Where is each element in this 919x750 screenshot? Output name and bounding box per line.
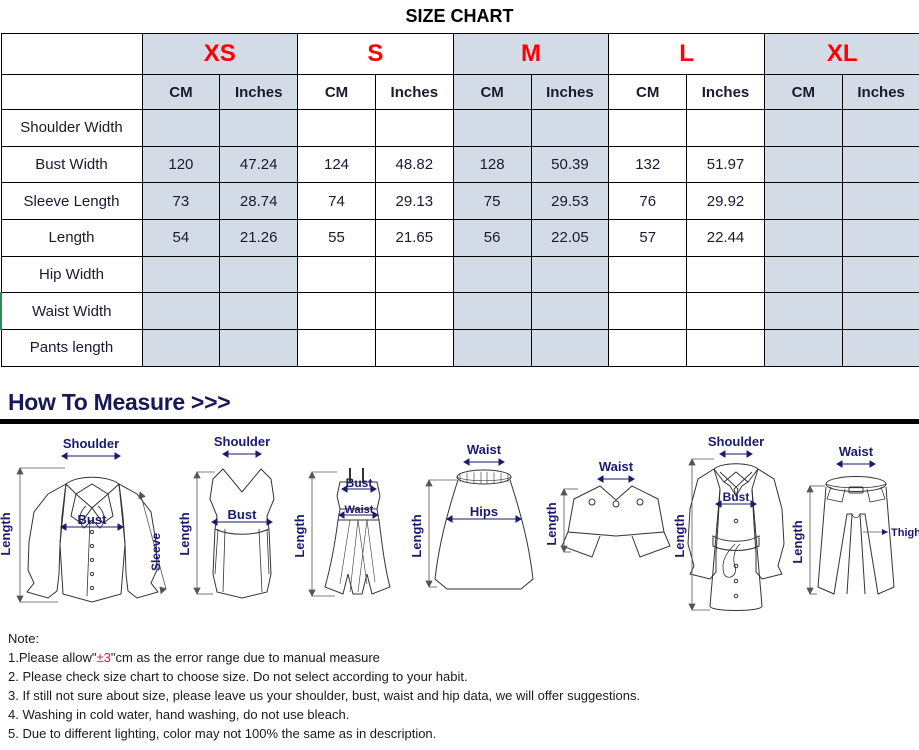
svg-text:Length: Length	[790, 520, 805, 563]
svg-text:Waist: Waist	[345, 504, 374, 516]
svg-text:Bust: Bust	[228, 507, 258, 522]
svg-text:Shoulder: Shoulder	[708, 434, 764, 449]
svg-text:Waist: Waist	[839, 444, 874, 459]
svg-text:Bust: Bust	[723, 490, 750, 504]
svg-text:Length: Length	[672, 514, 687, 557]
svg-text:Hips: Hips	[470, 504, 498, 519]
svg-text:Shoulder: Shoulder	[214, 434, 270, 449]
svg-text:Thigh: Thigh	[891, 527, 919, 539]
svg-text:Length: Length	[409, 514, 424, 557]
svg-text:Bust: Bust	[78, 512, 108, 527]
svg-text:Bust: Bust	[346, 476, 373, 490]
svg-text:Shoulder: Shoulder	[63, 436, 119, 451]
svg-text:Length: Length	[177, 512, 192, 555]
svg-text:Sleeve: Sleeve	[149, 533, 163, 571]
svg-text:Waist: Waist	[599, 459, 634, 474]
svg-text:Length: Length	[544, 502, 559, 545]
svg-text:Waist: Waist	[467, 442, 502, 457]
svg-text:Length: Length	[0, 512, 13, 555]
svg-text:Length: Length	[292, 514, 307, 557]
